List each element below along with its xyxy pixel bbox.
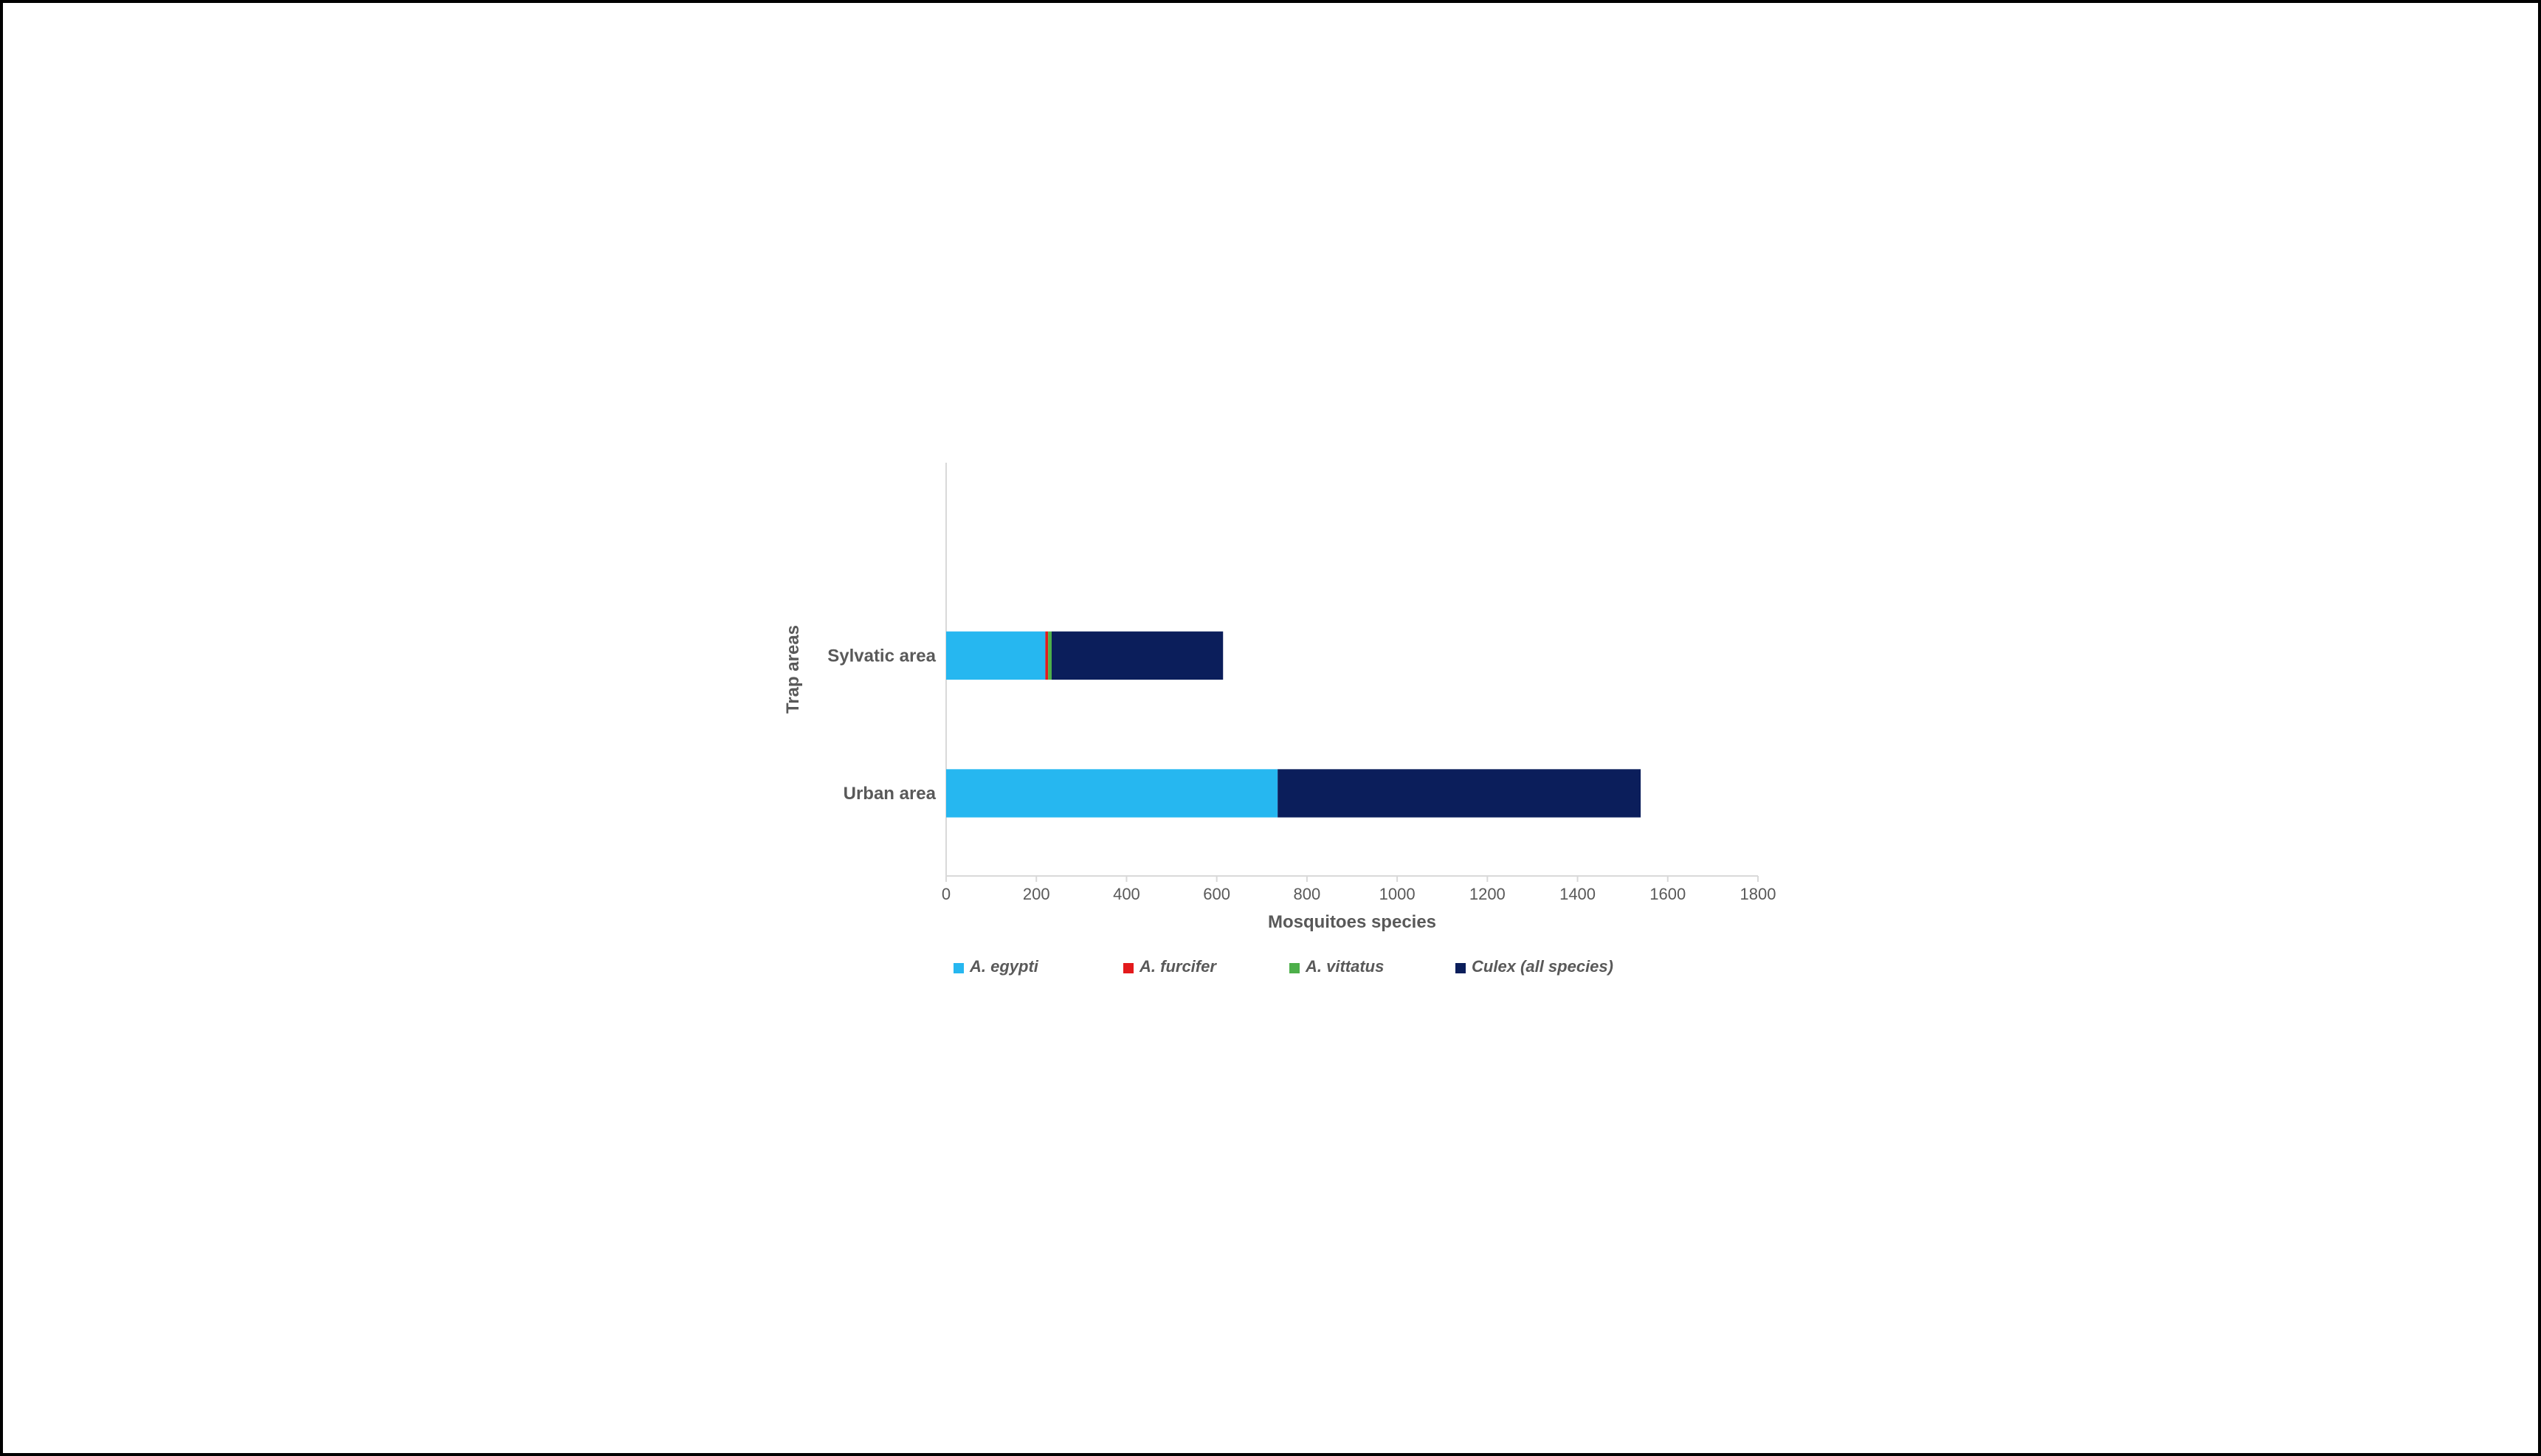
legend-label: A. egypti xyxy=(969,957,1039,976)
x-tick-label: 200 xyxy=(1022,885,1049,903)
bar-segment xyxy=(1278,769,1641,817)
legend-label: Culex (all species) xyxy=(1472,957,1613,976)
legend-label: A. vittatus xyxy=(1305,957,1384,976)
y-axis-title: Trap areas xyxy=(783,624,803,713)
x-tick-label: 600 xyxy=(1203,885,1230,903)
x-tick-label: 400 xyxy=(1113,885,1140,903)
legend-swatch xyxy=(954,963,964,973)
chart-container: 0 200 400 600 800 1000 1200 1400 1600 1800 Mosquit… xyxy=(754,433,1787,1024)
x-axis-title: Mosquitoes species xyxy=(1267,912,1435,932)
legend: A. egypti A. furcifer A. vittatus Culex (al… xyxy=(954,957,1613,976)
chart-frame: 0 200 400 600 800 1000 1200 1400 1600 1800 Mosquit… xyxy=(0,0,2541,1456)
category-label: Urban area xyxy=(843,784,936,804)
legend-swatch xyxy=(1289,963,1300,973)
x-tick-label: 1600 xyxy=(1649,885,1686,903)
legend-label: A. furcifer xyxy=(1139,957,1217,976)
bar-segment xyxy=(1048,631,1052,679)
category-label: Sylvatic area xyxy=(827,646,936,666)
stacked-bar-chart: 0 200 400 600 800 1000 1200 1400 1600 1800 Mosquit… xyxy=(754,433,1787,1024)
x-tick-label: 0 xyxy=(941,885,950,903)
x-tick-label: 1800 xyxy=(1740,885,1776,903)
bar-segment xyxy=(1045,631,1048,679)
x-tick-label: 1200 xyxy=(1469,885,1505,903)
bar-segment xyxy=(946,769,1278,817)
x-tick-label: 1400 xyxy=(1559,885,1596,903)
bar-segment xyxy=(946,631,1045,679)
x-tick-label: 1000 xyxy=(1379,885,1415,903)
legend-swatch xyxy=(1123,963,1134,973)
x-tick-label: 800 xyxy=(1293,885,1320,903)
bar-segment xyxy=(1052,631,1223,679)
legend-swatch xyxy=(1455,963,1466,973)
